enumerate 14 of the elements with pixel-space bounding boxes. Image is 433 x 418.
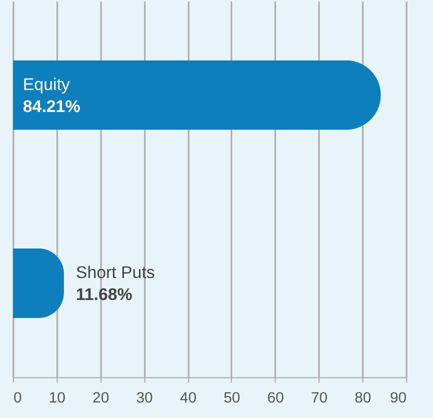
x-tick-label: 10 (48, 390, 66, 407)
x-tick-label: 70 (310, 390, 328, 407)
x-tick-label: 0 (13, 390, 22, 407)
data-label: 84.21% (22, 96, 80, 116)
x-tick-label: 60 (267, 390, 284, 407)
x-tick-label: 80 (354, 390, 372, 407)
x-tick-label: 40 (180, 390, 196, 407)
x-tick-label: 30 (136, 390, 153, 407)
x-tick-label: 20 (92, 390, 110, 407)
x-tick-label: 50 (224, 390, 240, 407)
y-tick-label: Short Puts (76, 263, 155, 282)
data-label: 11.68% (76, 285, 132, 304)
x-tick-label: 90 (390, 390, 407, 407)
y-tick-label: Equity (22, 75, 70, 94)
